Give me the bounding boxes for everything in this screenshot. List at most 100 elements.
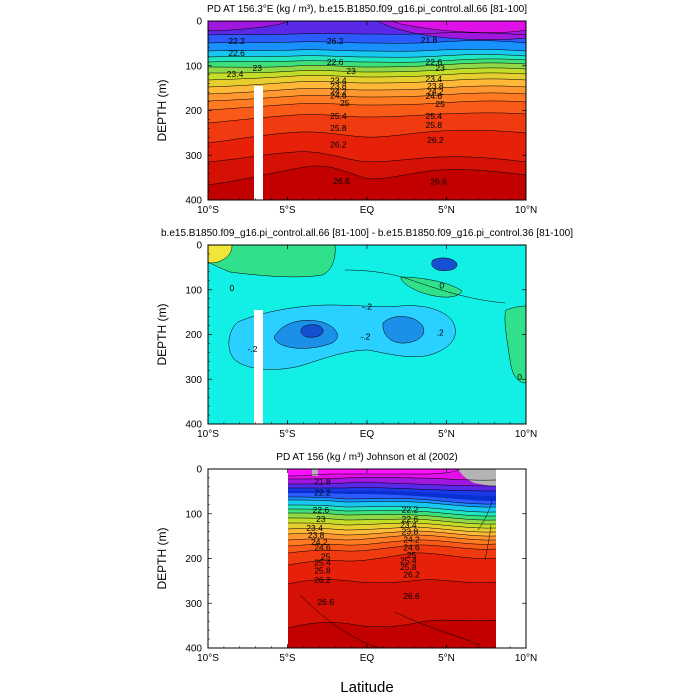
panel-difference: b.e15.B1850.f09_g16.pi_control.all.66 [8… — [161, 228, 573, 425]
contour-label: 23 — [253, 63, 263, 73]
contour-label: 26.6 — [317, 597, 334, 607]
contour-label: 25.4 — [314, 558, 331, 568]
panel-model-density: PD AT 156.3°E (kg / m³), b.e15.B1850.f09… — [207, 4, 527, 201]
x-axis-label: Latitude — [340, 679, 393, 696]
x-tick-label: 10°S — [197, 429, 219, 440]
panel-3-contour-labels: 21.822.222.62323.423.824.224.62525.425.8… — [306, 477, 420, 607]
contour-label: 23.4 — [426, 74, 443, 84]
contour-label: 26.2 — [327, 36, 344, 46]
contour-label: 22.6 — [313, 505, 330, 515]
contour-label: 24.2 — [403, 534, 420, 544]
contour-label: 24.6 — [330, 91, 347, 101]
x-tick-label: 10°N — [515, 653, 537, 664]
contour-label: 22.6 — [228, 48, 245, 58]
panel-3-title: PD AT 156 (kg / m³) Johnson et al (2002) — [276, 452, 457, 463]
axes-layer: 10°S 5°S EQ 5°N 10°N 0 100 200 300 400 DEPTH (m) 10… — [155, 17, 537, 665]
contour-label: 25.4 — [400, 555, 417, 565]
contour-label: 0 — [517, 372, 522, 382]
y-tick-label: 100 — [185, 61, 202, 72]
y-tick-label: 0 — [196, 17, 202, 28]
contour-label: 21.8 — [314, 477, 331, 487]
contour-label: 23.8 — [330, 81, 347, 91]
y-tick-label: 100 — [185, 285, 202, 296]
contour-label: 23.8 — [308, 530, 325, 540]
contour-label: 23 — [316, 514, 326, 524]
contour-label: 24.6 — [314, 542, 331, 552]
x-tick-label: 5°N — [438, 429, 455, 440]
panel-1-filled-contours — [208, 21, 526, 200]
contour-label: -.2 — [248, 344, 258, 354]
x-tick-label: EQ — [360, 653, 375, 664]
contour-label: 22.2 — [314, 487, 331, 497]
contour-label: 25 — [340, 98, 350, 108]
contour-label: 25.8 — [330, 123, 347, 133]
contour-label: 21.8 — [421, 35, 438, 45]
panel-observed-density: PD AT 156 (kg / m³) Johnson et al (2002) — [207, 452, 527, 649]
contour-label: 26.2 — [403, 570, 420, 580]
contour-label: 25.4 — [330, 111, 347, 121]
contour-label: 23.4 — [227, 69, 244, 79]
y-tick-label: 0 — [196, 241, 202, 252]
contour-label: 22.6 — [327, 57, 344, 67]
x-tick-label: EQ — [360, 429, 375, 440]
y-axis-label: DEPTH (m) — [155, 304, 169, 366]
contour-label: 23.4 — [330, 76, 347, 86]
y-axis-label: DEPTH (m) — [155, 80, 169, 142]
panel-1-title: PD AT 156.3°E (kg / m³), b.e15.B1850.f09… — [207, 4, 527, 15]
contour-label: -.2 — [362, 301, 372, 311]
x-tick-label: 5°N — [438, 205, 455, 216]
contour-label: 0 — [229, 283, 234, 293]
contour-label: 24.2 — [330, 86, 347, 96]
contour-label: 22.6 — [426, 57, 443, 67]
contour-label: -.2 — [360, 332, 370, 342]
panel-2-filled-contours — [208, 245, 526, 424]
panel-1-missing-column — [254, 86, 263, 200]
contour-label: 0 — [439, 280, 444, 290]
y-tick-label: 400 — [185, 196, 202, 207]
contour-label: 25.8 — [400, 562, 417, 572]
x-tick-label: 10°S — [197, 205, 219, 216]
contour-label: 23 — [346, 66, 356, 76]
panel-1-contour-labels: 22.222.62323.422.62323.423.824.224.62525… — [227, 35, 447, 187]
y-tick-label: 100 — [185, 509, 202, 520]
panel-2-missing-column — [254, 310, 263, 424]
y-tick-label: 400 — [185, 644, 202, 655]
contour-label: 25 — [321, 551, 331, 561]
contour-label: 23 — [435, 63, 445, 73]
y-tick-label: 300 — [185, 151, 202, 162]
y-tick-label: 300 — [185, 599, 202, 610]
contour-label: 26.2 — [330, 140, 347, 150]
y-tick-label: 0 — [196, 465, 202, 476]
contour-label: 26.6 — [333, 176, 350, 186]
contour-label: 22.6 — [402, 514, 419, 524]
x-tick-label: 5°S — [279, 205, 296, 216]
contour-label: 26.2 — [427, 135, 444, 145]
contour-label: 24.6 — [426, 91, 443, 101]
y-axis-label: DEPTH (m) — [155, 528, 169, 590]
contour-label: 24.6 — [403, 542, 420, 552]
contour-label: 25.8 — [426, 120, 443, 130]
panel-2-contour-labels: 0 -.2 -.2 -.2 .2 0 0 — [229, 280, 522, 382]
contour-label: 26.6 — [430, 177, 447, 187]
x-tick-label: 10°N — [515, 429, 537, 440]
panel-2-title: b.e15.B1850.f09_g16.pi_control.all.66 [8… — [161, 228, 573, 239]
x-tick-label: 5°N — [438, 653, 455, 664]
contour-label: 23.4 — [306, 523, 323, 533]
contour-label: 26.2 — [314, 575, 331, 585]
contour-label: 25 — [435, 99, 445, 109]
y-tick-label: 200 — [185, 106, 202, 117]
y-tick-label: 400 — [185, 420, 202, 431]
x-tick-label: EQ — [360, 205, 375, 216]
contour-label: .2 — [437, 327, 444, 337]
contour-label: 24.2 — [427, 86, 444, 96]
contour-label: 22.2 — [228, 36, 245, 46]
contour-label: 23.4 — [400, 520, 417, 530]
contour-label: 23.8 — [427, 81, 444, 91]
contour-label: 25.8 — [314, 566, 331, 576]
contour-label: 25 — [407, 550, 417, 560]
x-tick-label: 5°S — [279, 429, 296, 440]
contour-label: 25.4 — [426, 111, 443, 121]
x-tick-label: 10°N — [515, 205, 537, 216]
y-tick-label: 200 — [185, 330, 202, 341]
